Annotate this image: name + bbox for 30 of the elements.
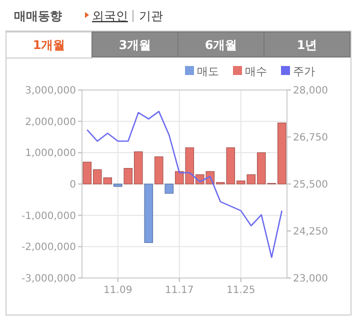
legend-label: 매수 bbox=[245, 65, 267, 78]
bar bbox=[154, 156, 164, 184]
y2-tick-label: 24,250 bbox=[293, 226, 328, 238]
bar bbox=[164, 184, 174, 194]
y-tick-label: 1,000,000 bbox=[25, 148, 76, 160]
y-tick-label: -1,000,000 bbox=[21, 210, 76, 222]
y-tick-label: 2,000,000 bbox=[25, 116, 76, 128]
y2-tick-label: 25,500 bbox=[293, 180, 328, 190]
legend-label: 주가 bbox=[293, 65, 315, 78]
y2-tick-label: 23,000 bbox=[293, 274, 328, 284]
x-tick-label: 11.17 bbox=[165, 285, 194, 296]
text: 외국인 bbox=[92, 9, 128, 23]
x-tick-label: 11.09 bbox=[104, 285, 132, 296]
text: 기관 bbox=[139, 9, 163, 23]
text: 6개월 bbox=[204, 38, 238, 52]
y-tick-label: 0 bbox=[70, 180, 76, 190]
bar bbox=[113, 184, 122, 187]
chart-title: 매매동향 bbox=[14, 9, 62, 23]
x-tick-label: 11.25 bbox=[226, 285, 256, 296]
text: 1개월 bbox=[32, 38, 66, 52]
legend-label: 매도 bbox=[197, 65, 219, 78]
text: 3개월 bbox=[118, 38, 152, 52]
y-tick-label: 3,000,000 bbox=[25, 86, 76, 96]
bar bbox=[144, 184, 154, 243]
y2-tick-label: 26,750 bbox=[293, 132, 328, 144]
text: 1년 bbox=[296, 38, 318, 52]
line-series bbox=[86, 110, 283, 258]
y-tick-label: -2,000,000 bbox=[21, 242, 76, 254]
y2-tick-label: 28,000 bbox=[293, 86, 328, 96]
y-tick-label: -3,000,000 bbox=[21, 274, 76, 284]
